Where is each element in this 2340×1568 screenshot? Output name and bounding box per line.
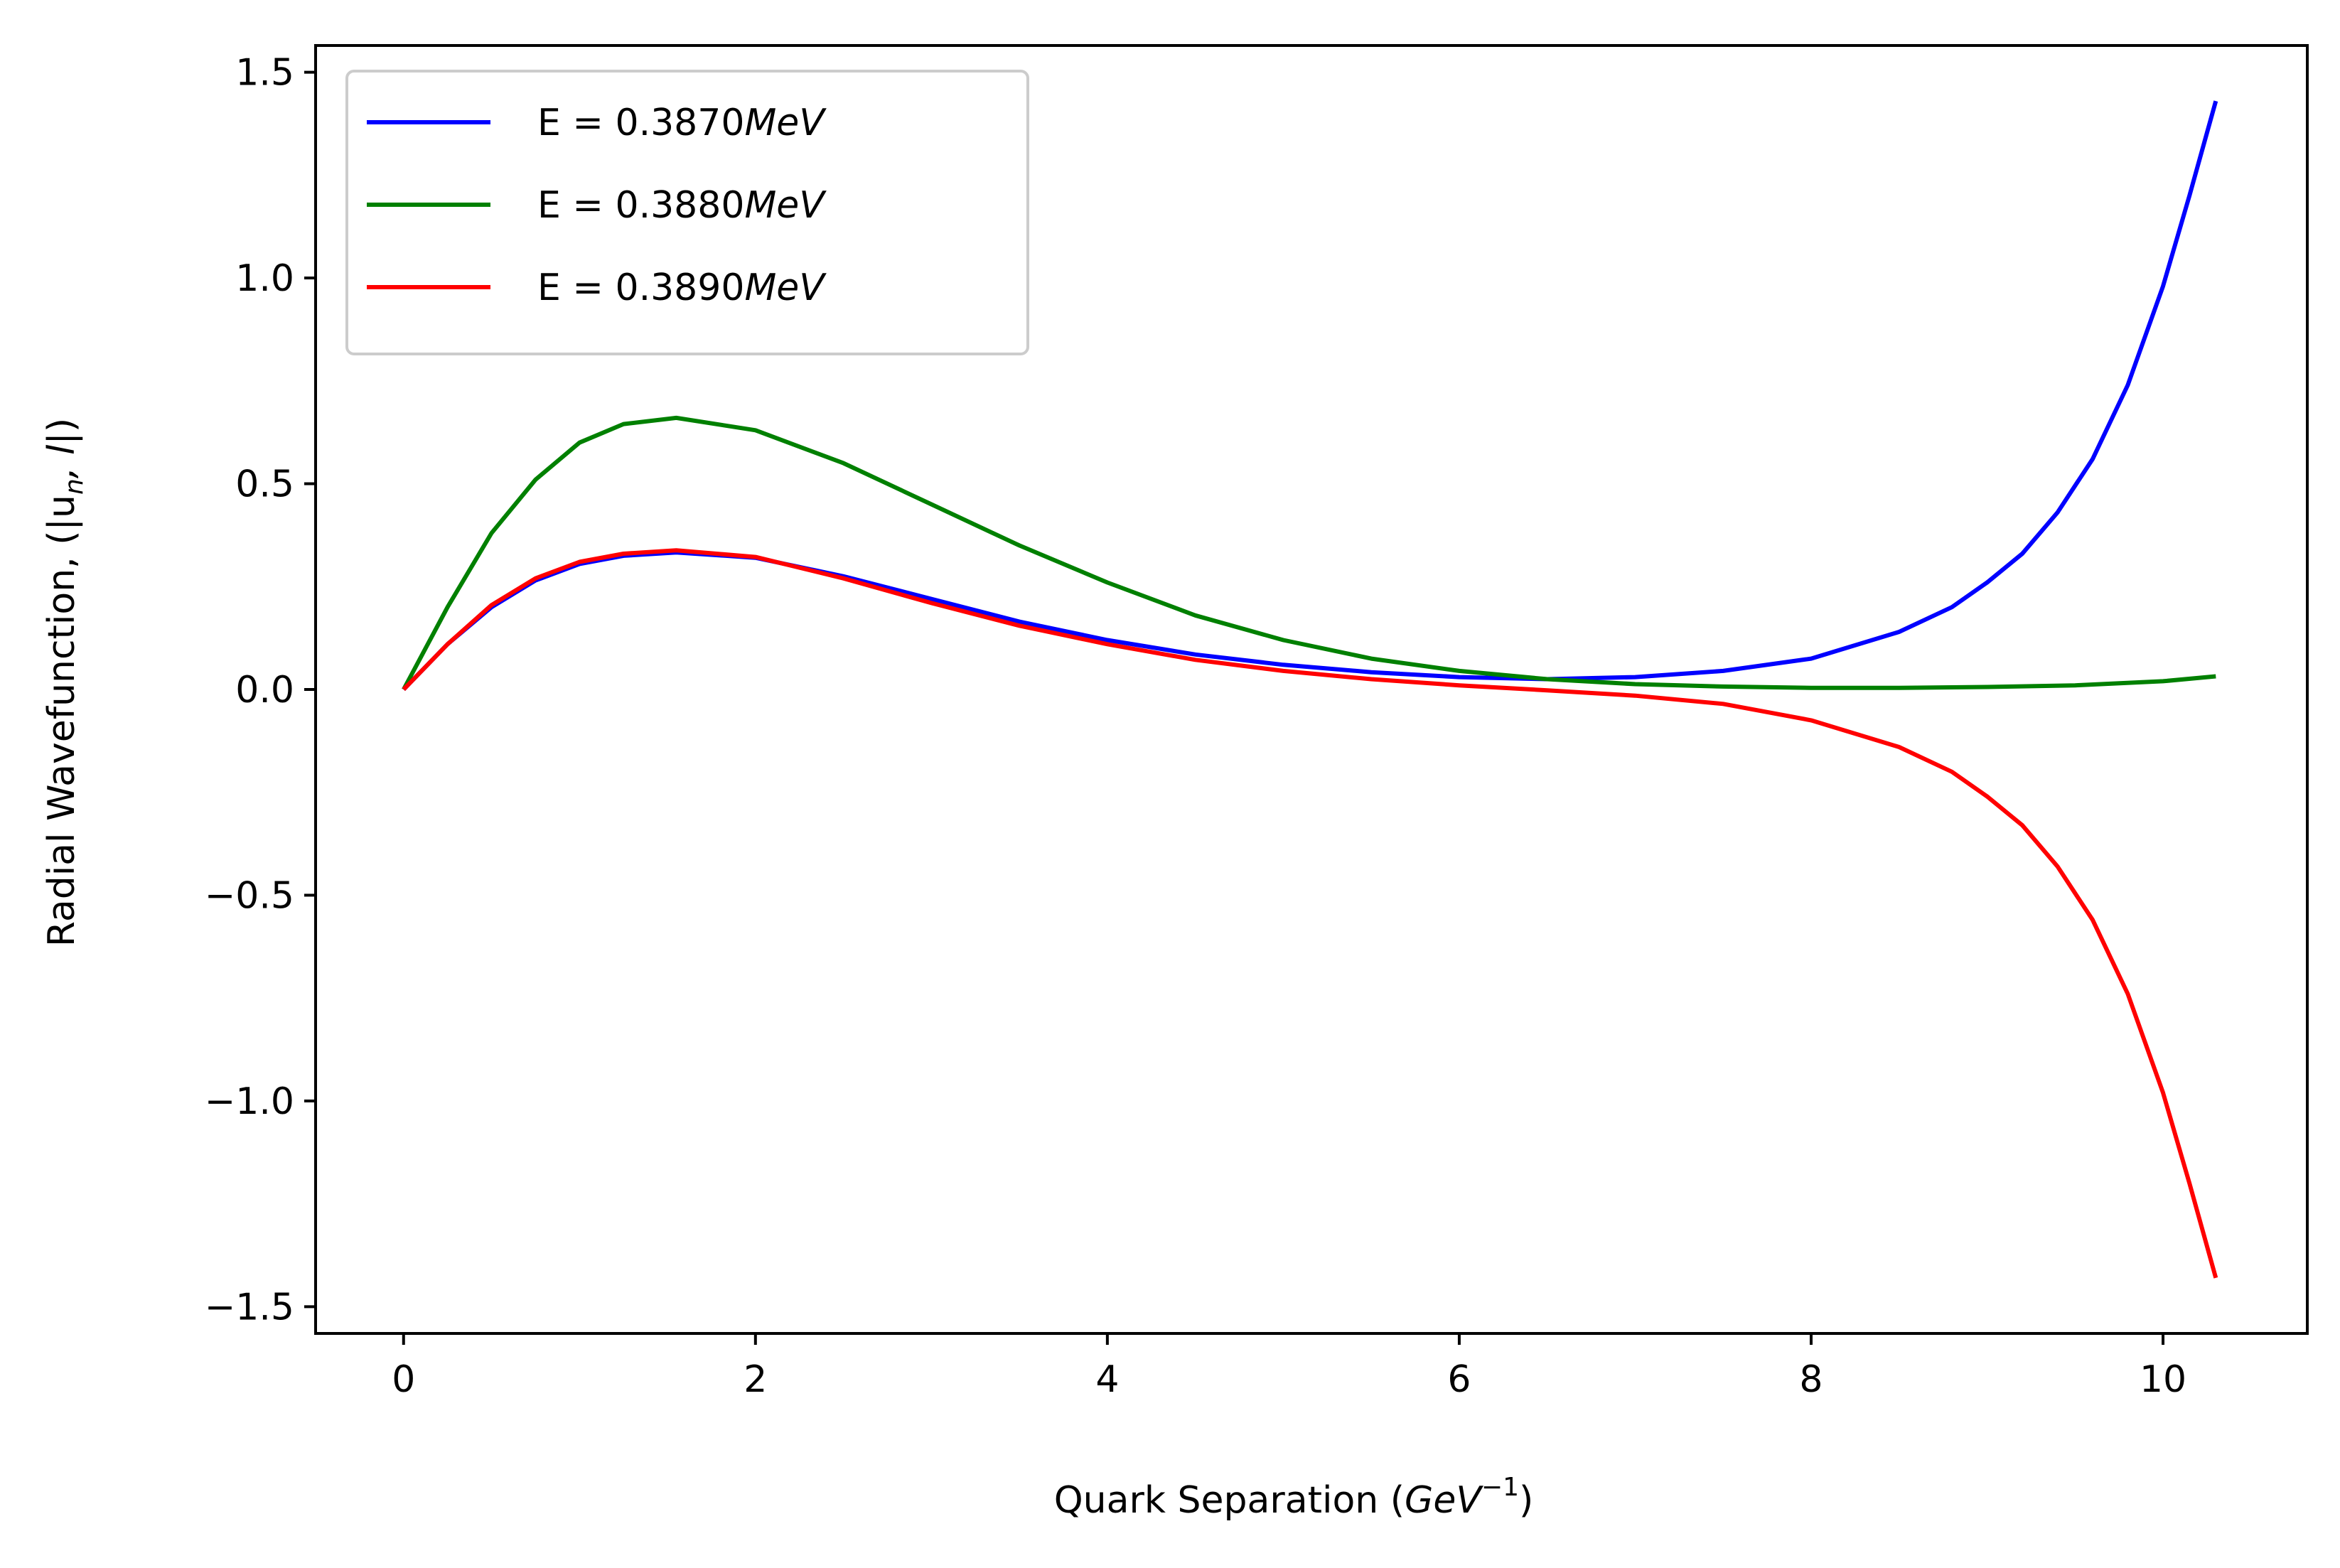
y-tick-label: −0.5 (205, 874, 294, 917)
y-tick-label: 0.0 (235, 669, 294, 711)
legend-label: E = 0.3880MeV (537, 184, 827, 227)
legend-entries: E = 0.3870MeV E = 0.3880MeV E = 0.3890MeV (367, 102, 827, 309)
legend-box (345, 70, 1029, 355)
x-tick-label: 4 (1095, 1358, 1119, 1401)
x-tick-label: 0 (392, 1358, 415, 1401)
y-axis-ticks: −1.5 −1.0 −0.5 0.0 0.5 1.0 1.5 (205, 52, 316, 1328)
legend: E = 0.3870MeV E = 0.3880MeV E = 0.3890MeV (345, 70, 1029, 355)
series-line-3 (402, 548, 2218, 1279)
y-tick-label: −1.0 (205, 1080, 294, 1123)
y-tick-label: 0.5 (235, 463, 294, 506)
x-tick-label: 8 (1799, 1358, 1823, 1401)
x-tick-label: 2 (744, 1358, 767, 1401)
legend-label: E = 0.3890MeV (537, 267, 827, 309)
series-layer (402, 100, 2218, 1279)
y-tick-label: 1.5 (235, 52, 294, 95)
x-tick-label: 10 (2140, 1358, 2186, 1401)
x-axis-label: Quark Separation (GeV−1) (1054, 1473, 1534, 1522)
x-axis-ticks: 0 2 4 6 8 10 (392, 1333, 2186, 1401)
y-axis-label: Radial Wavefunction, (|un, l|) (41, 418, 89, 947)
x-tick-label: 6 (1447, 1358, 1471, 1401)
legend-label: E = 0.3870MeV (537, 102, 827, 144)
y-tick-label: 1.0 (235, 257, 294, 300)
y-tick-label: −1.5 (205, 1286, 294, 1328)
series-line-2 (402, 415, 2216, 691)
